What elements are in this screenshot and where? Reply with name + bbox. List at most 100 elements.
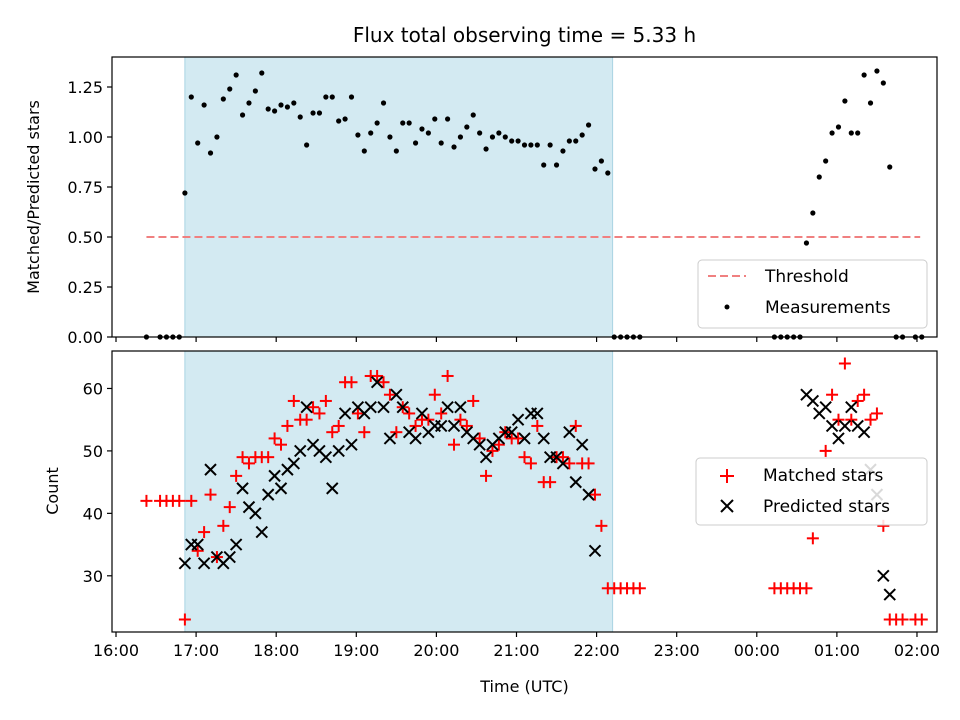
matched-star-point — [460, 419, 473, 432]
ratio-y-tick-label: 1.25 — [67, 78, 103, 97]
measurement-point — [227, 86, 233, 92]
matched-star-point — [173, 494, 186, 507]
predicted-star-point — [505, 425, 518, 439]
measurement-point — [842, 98, 848, 104]
measurement-point — [573, 138, 579, 144]
measurement-point — [803, 240, 810, 246]
matched-star-point — [544, 476, 557, 489]
matched-star-point — [242, 457, 255, 470]
matched-star-point — [198, 526, 211, 539]
measurement-point — [496, 130, 502, 136]
matched-star-point — [531, 419, 544, 432]
matched-star-point — [826, 388, 839, 401]
matched-star-point — [870, 407, 883, 420]
measurement-point — [271, 108, 278, 114]
matched-star-point — [390, 426, 403, 439]
predicted-star-point — [191, 538, 204, 551]
predicted-star-point — [556, 457, 570, 470]
matched-star-point — [262, 451, 275, 464]
matched-star-point — [819, 444, 832, 457]
matched-star-point — [422, 413, 435, 426]
matched-star-point — [371, 369, 384, 382]
measurement-point — [297, 114, 303, 120]
measurement-point — [470, 112, 476, 118]
matched-star-point — [896, 613, 909, 626]
predicted-star-point — [537, 432, 550, 445]
predicted-star-point — [447, 419, 461, 433]
measurement-point — [502, 134, 508, 140]
matched-star-point — [300, 413, 313, 426]
x-tick-label: 19:00 — [333, 641, 379, 660]
predicted-star-point — [236, 482, 249, 495]
predicted-star-point — [518, 432, 531, 445]
matched-star-point — [563, 457, 576, 470]
ratio-y-tick-label: 0.75 — [67, 178, 103, 197]
measurement-point — [278, 102, 284, 108]
measurement-point — [348, 94, 355, 100]
matched-star-point — [326, 426, 339, 439]
legend-matched-label: Matched stars — [763, 466, 883, 486]
measurement-point — [816, 174, 822, 180]
x-tick-label: 21:00 — [493, 641, 539, 660]
matched-star-point — [319, 394, 332, 407]
measurement-point — [380, 100, 387, 106]
predicted-star-point — [287, 457, 301, 470]
measurement-point — [316, 110, 323, 116]
count-y-axis-label: Count — [43, 467, 62, 515]
measurement-point — [368, 130, 374, 136]
measurement-point — [829, 130, 835, 136]
measurement-point — [406, 120, 412, 126]
measurement-point — [585, 122, 592, 128]
predicted-star-point — [588, 544, 602, 558]
measurement-point — [534, 142, 540, 148]
predicted-star-point — [531, 407, 544, 420]
measurement-point — [246, 100, 252, 106]
ratio-observing-span — [184, 56, 614, 338]
matched-star-point — [287, 394, 300, 407]
measurement-point — [541, 162, 547, 168]
chart-title: Flux total observing time = 5.33 h — [353, 23, 696, 47]
matched-star-point — [230, 469, 243, 482]
measurement-point — [477, 130, 483, 136]
predicted-star-point — [563, 425, 576, 439]
matched-star-point — [480, 469, 493, 482]
predicted-star-point — [454, 400, 467, 414]
measurement-point — [509, 138, 515, 144]
measurement-point — [361, 148, 367, 154]
count-y-tick-label: 30 — [83, 567, 103, 586]
predicted-star-point — [204, 463, 217, 476]
measurement-point — [412, 140, 419, 146]
predicted-star-point — [383, 432, 397, 445]
measurement-point — [547, 142, 553, 148]
ratio-y-tick-label: 0.50 — [67, 228, 103, 247]
x-tick-label: 01:00 — [814, 641, 860, 660]
x-tick-label: 22:00 — [574, 641, 620, 660]
measurement-point — [252, 88, 258, 94]
ratio-legend: Threshold Measurements — [697, 259, 928, 329]
matched-star-point — [486, 444, 499, 457]
measurement-point — [214, 134, 220, 140]
predicted-star-point — [370, 376, 384, 389]
matched-star-point — [633, 582, 646, 595]
predicted-star-point — [857, 425, 871, 439]
matched-star-point — [383, 388, 396, 401]
matched-star-point — [556, 451, 569, 464]
matched-star-point — [473, 432, 486, 445]
measurement-point — [464, 124, 470, 130]
predicted-star-point — [345, 438, 358, 451]
predicted-star-point — [832, 432, 845, 445]
matched-star-point — [915, 613, 928, 626]
ratio-y-tick-label: 0.00 — [67, 328, 103, 347]
predicted-star-point — [473, 438, 486, 451]
measurement-point — [823, 158, 829, 164]
x-tick-label: 00:00 — [734, 641, 780, 660]
matched-star-point — [223, 501, 236, 514]
legend-matched-swatch — [720, 469, 734, 483]
predicted-star-point — [441, 400, 454, 414]
x-tick-label: 02:00 — [894, 641, 940, 660]
measurement-point — [438, 140, 444, 146]
measurement-point — [579, 132, 585, 138]
measurement-point — [259, 70, 265, 76]
matched-star-point — [217, 519, 230, 532]
measurement-point — [855, 130, 861, 136]
